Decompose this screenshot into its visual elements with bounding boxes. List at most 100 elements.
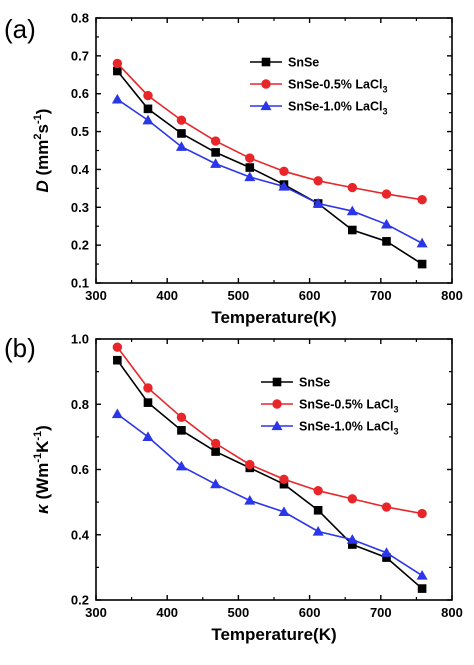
y-axis-title: D (mm2s-1) — [32, 109, 52, 193]
y-axis-sup: -1 — [32, 453, 44, 463]
legend-label-sub: 3 — [382, 85, 387, 95]
y-axis-unit: ) — [33, 425, 52, 431]
data-point — [346, 534, 358, 544]
x-tick-label: 800 — [441, 288, 463, 303]
data-point — [382, 553, 391, 562]
x-tick-label: 700 — [370, 605, 392, 620]
data-point — [348, 540, 357, 549]
x-axis-title: Temperature(K) — [211, 308, 336, 327]
data-point — [312, 198, 324, 208]
data-point — [210, 136, 221, 146]
data-point — [175, 141, 187, 151]
data-point — [279, 479, 289, 489]
y-axis-unit: s — [33, 124, 52, 133]
y-axis-unit: ) — [33, 109, 52, 115]
legend-label: SnSe-0.5% LaCl3 — [288, 78, 388, 95]
data-point — [313, 486, 323, 496]
series-1 — [112, 342, 427, 519]
data-point — [245, 163, 255, 172]
x-tick-label: 400 — [156, 288, 178, 303]
data-point — [210, 158, 222, 168]
data-point — [278, 506, 290, 517]
data-point — [143, 104, 153, 114]
data-point — [112, 58, 123, 69]
y-axis-unit: (Wm — [33, 463, 52, 505]
data-point — [210, 478, 222, 489]
legend-label-sub: 3 — [382, 107, 387, 117]
data-point — [113, 355, 122, 365]
series-1 — [112, 58, 427, 205]
y-axis-sup: -1 — [32, 114, 44, 124]
data-point — [244, 171, 256, 182]
series-0 — [113, 355, 427, 593]
legend-label-text: SnSe-1.0% LaCl — [288, 100, 382, 114]
panel-b: (b) 300 400 500 600 700 800 0.2 0.4 0.6 0.8 1.0 Temp… — [4, 332, 463, 645]
legend-marker — [261, 57, 271, 67]
y-axis-title: κ (Wm-1K-1) — [32, 425, 52, 514]
y-tick-label: 0.8 — [71, 397, 89, 412]
y-tick-label: 0.4 — [71, 527, 90, 542]
data-point — [112, 342, 123, 352]
legend-label-text: SnSe — [299, 376, 330, 390]
legend-entry: SnSe — [261, 376, 330, 390]
data-point — [111, 93, 123, 104]
data-point — [312, 525, 324, 536]
data-point — [111, 408, 123, 419]
x-tick-label: 300 — [85, 288, 107, 303]
x-axis-title: Temperature(K) — [211, 625, 336, 644]
data-point — [381, 189, 392, 199]
legend-label-sub: 3 — [393, 405, 398, 415]
legend-entry: SnSe-0.5% LaCl3 — [250, 78, 388, 95]
legend-label: SnSe — [299, 376, 330, 390]
y-tick-label: 0.2 — [71, 593, 89, 608]
data-point — [279, 474, 289, 484]
x-tick-label: 600 — [299, 605, 321, 620]
y-tick-label: 0.6 — [71, 462, 89, 477]
y-tick-label: 0.8 — [71, 11, 89, 26]
data-point — [417, 508, 427, 519]
legend-entry: SnSe-1.0% LaCl3 — [250, 100, 388, 117]
data-point — [142, 431, 154, 441]
panel-a: (a) 300 400 500 600 700 800 0.1 0.2 0.3 0.4 0.5 0.6 0… — [4, 11, 463, 328]
legend-label-text: SnSe-0.5% LaCl — [288, 78, 382, 92]
legend-label: SnSe-1.0% LaCl3 — [288, 100, 388, 117]
legend-marker — [271, 420, 283, 431]
y-axis-unit: (mm — [33, 140, 52, 181]
legend-label: SnSe-0.5% LaCl3 — [299, 398, 399, 415]
data-point — [347, 494, 358, 504]
legend-label: SnSe — [288, 56, 319, 70]
legend-marker — [272, 377, 282, 387]
data-point — [210, 438, 221, 449]
data-point — [380, 218, 392, 229]
data-point — [313, 505, 323, 515]
data-point — [313, 176, 323, 186]
legend-label: SnSe-1.0% LaCl3 — [299, 420, 399, 437]
x-tick-label: 500 — [228, 288, 250, 303]
data-point — [143, 383, 153, 393]
data-point — [211, 148, 220, 157]
legend-marker — [261, 79, 271, 89]
data-point — [143, 90, 153, 101]
data-point — [346, 205, 358, 216]
data-point — [417, 259, 427, 269]
legend-marker — [260, 100, 272, 111]
y-tick-label: 0.4 — [71, 162, 90, 177]
series-2 — [111, 93, 428, 248]
series-0 — [113, 66, 427, 269]
x-tick-label: 300 — [85, 605, 107, 620]
data-point — [416, 237, 428, 248]
plot-frame — [95, 17, 453, 284]
data-point — [176, 115, 187, 125]
data-point — [113, 66, 122, 76]
data-point — [142, 114, 154, 125]
data-point — [175, 460, 187, 471]
y-tick-label: 0.2 — [71, 238, 89, 253]
series-line — [116, 98, 423, 244]
y-axis-var: κ — [33, 503, 52, 514]
data-point — [416, 570, 428, 580]
y-tick-label: 0.1 — [71, 276, 89, 291]
legend-marker — [272, 399, 282, 409]
x-tick-label: 800 — [441, 605, 463, 620]
legend-entry: SnSe-0.5% LaCl3 — [261, 398, 399, 415]
data-point — [245, 153, 255, 163]
